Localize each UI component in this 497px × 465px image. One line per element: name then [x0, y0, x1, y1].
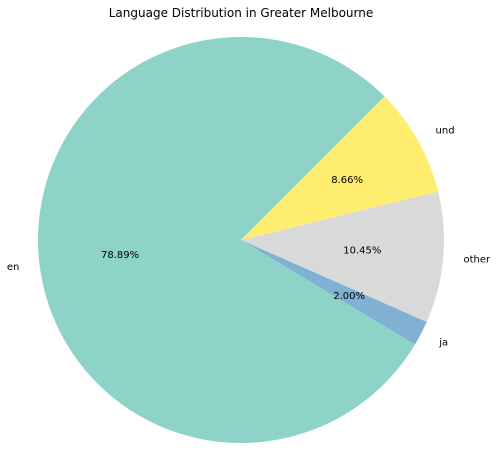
pie-slice-other — [241, 191, 444, 322]
slice-percent-en: 78.89% — [101, 250, 139, 261]
slice-percent-other: 10.45% — [343, 246, 381, 257]
pie-slice-ja — [241, 240, 427, 345]
pie-slices — [38, 37, 444, 444]
slice-percent-ja: 2.00% — [333, 291, 365, 302]
pie-labels: en 78.89% ja 2.00% other 10.45% und 8.66% — [7, 125, 491, 348]
slice-label-en: en — [7, 262, 20, 273]
slice-label-ja: ja — [438, 338, 448, 349]
slice-label-und: und — [436, 125, 455, 136]
pie-slice-und — [241, 96, 439, 240]
chart-title: Language Distribution in Greater Melbour… — [109, 6, 374, 20]
pie-slice-en — [38, 37, 416, 444]
slice-percent-und: 8.66% — [331, 175, 363, 186]
slice-label-other: other — [463, 254, 491, 265]
